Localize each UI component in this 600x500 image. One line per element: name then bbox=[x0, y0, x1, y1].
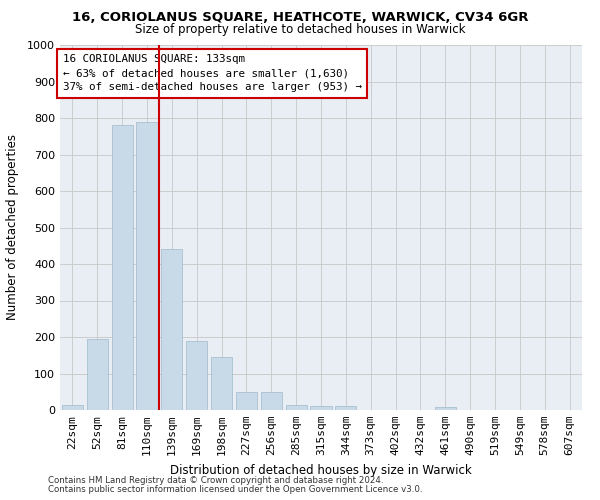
Text: Contains public sector information licensed under the Open Government Licence v3: Contains public sector information licen… bbox=[48, 485, 422, 494]
Text: 16 CORIOLANUS SQUARE: 133sqm
← 63% of detached houses are smaller (1,630)
37% of: 16 CORIOLANUS SQUARE: 133sqm ← 63% of de… bbox=[62, 54, 362, 92]
Bar bbox=[286, 404, 307, 410]
Bar bbox=[335, 406, 356, 410]
Bar bbox=[161, 250, 182, 410]
Bar bbox=[261, 392, 282, 410]
Bar bbox=[186, 340, 207, 410]
Bar bbox=[435, 407, 456, 410]
Bar bbox=[62, 404, 83, 410]
Bar bbox=[112, 126, 133, 410]
Bar bbox=[310, 406, 332, 410]
X-axis label: Distribution of detached houses by size in Warwick: Distribution of detached houses by size … bbox=[170, 464, 472, 476]
Bar bbox=[236, 392, 257, 410]
Bar bbox=[211, 357, 232, 410]
Y-axis label: Number of detached properties: Number of detached properties bbox=[6, 134, 19, 320]
Text: 16, CORIOLANUS SQUARE, HEATHCOTE, WARWICK, CV34 6GR: 16, CORIOLANUS SQUARE, HEATHCOTE, WARWIC… bbox=[72, 11, 528, 24]
Text: Contains HM Land Registry data © Crown copyright and database right 2024.: Contains HM Land Registry data © Crown c… bbox=[48, 476, 383, 485]
Bar bbox=[87, 339, 108, 410]
Bar bbox=[136, 122, 158, 410]
Text: Size of property relative to detached houses in Warwick: Size of property relative to detached ho… bbox=[135, 22, 465, 36]
